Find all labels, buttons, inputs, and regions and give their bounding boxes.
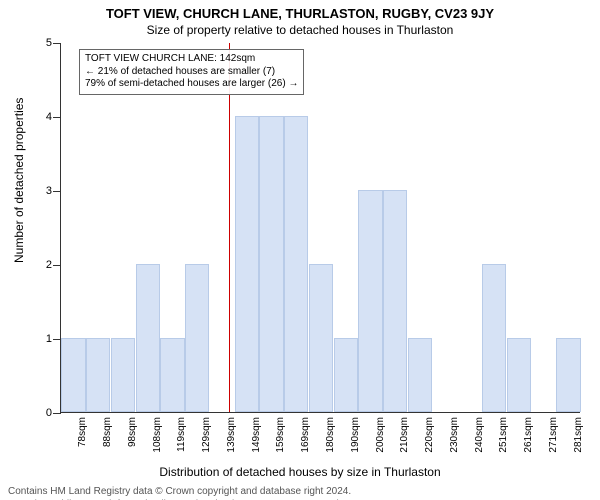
x-tick-label: 129sqm bbox=[201, 417, 212, 453]
bar bbox=[284, 116, 308, 412]
y-tick-label: 3 bbox=[32, 185, 52, 197]
y-tick-label: 5 bbox=[32, 37, 52, 49]
bar bbox=[86, 338, 110, 412]
bar bbox=[160, 338, 184, 412]
bar bbox=[482, 264, 506, 412]
bar bbox=[185, 264, 209, 412]
x-tick-label: 200sqm bbox=[375, 417, 386, 453]
property-marker-line bbox=[229, 43, 230, 412]
x-tick-label: 119sqm bbox=[176, 417, 187, 452]
bar bbox=[358, 190, 382, 412]
annotation-line: TOFT VIEW CHURCH LANE: 142sqm bbox=[85, 53, 298, 66]
x-tick-label: 281sqm bbox=[573, 417, 584, 453]
footer: Contains HM Land Registry data © Crown c… bbox=[8, 485, 592, 500]
x-tick-label: 149sqm bbox=[251, 417, 262, 453]
bar bbox=[507, 338, 531, 412]
plot-region: 78sqm88sqm98sqm108sqm119sqm129sqm139sqm1… bbox=[60, 43, 580, 413]
chart-area: 78sqm88sqm98sqm108sqm119sqm129sqm139sqm1… bbox=[60, 43, 580, 413]
x-tick-label: 220sqm bbox=[424, 417, 435, 453]
y-tick-label: 0 bbox=[32, 407, 52, 419]
annotation-line: 79% of semi-detached houses are larger (… bbox=[85, 78, 298, 91]
y-tick bbox=[53, 117, 61, 118]
annotation-line: ← 21% of detached houses are smaller (7) bbox=[85, 66, 298, 79]
footer-line-1: Contains HM Land Registry data © Crown c… bbox=[8, 485, 592, 498]
y-tick bbox=[53, 191, 61, 192]
annotation-box: TOFT VIEW CHURCH LANE: 142sqm← 21% of de… bbox=[79, 49, 304, 95]
x-tick-label: 139sqm bbox=[226, 417, 237, 453]
x-tick-label: 271sqm bbox=[548, 417, 559, 453]
y-tick-label: 2 bbox=[32, 259, 52, 271]
bar bbox=[136, 264, 160, 412]
bar bbox=[235, 116, 259, 412]
bar bbox=[408, 338, 432, 412]
bar bbox=[334, 338, 358, 412]
y-tick-label: 4 bbox=[32, 111, 52, 123]
x-tick-label: 210sqm bbox=[399, 417, 410, 453]
x-tick-label: 180sqm bbox=[325, 417, 336, 453]
bar bbox=[383, 190, 407, 412]
y-axis-label: Number of detached properties bbox=[12, 98, 26, 263]
x-tick-label: 261sqm bbox=[523, 417, 534, 453]
y-tick bbox=[53, 43, 61, 44]
x-tick-label: 88sqm bbox=[102, 417, 113, 447]
x-axis-label: Distribution of detached houses by size … bbox=[0, 465, 600, 479]
bar bbox=[309, 264, 333, 412]
chart-title: TOFT VIEW, CHURCH LANE, THURLASTON, RUGB… bbox=[0, 6, 600, 21]
x-tick-label: 78sqm bbox=[77, 417, 88, 447]
chart-subtitle: Size of property relative to detached ho… bbox=[0, 23, 600, 37]
y-tick-label: 1 bbox=[32, 333, 52, 345]
y-tick bbox=[53, 265, 61, 266]
y-tick bbox=[53, 413, 61, 414]
x-tick-label: 240sqm bbox=[474, 417, 485, 453]
x-tick-label: 169sqm bbox=[300, 417, 311, 453]
x-tick-label: 108sqm bbox=[152, 417, 163, 453]
bar bbox=[61, 338, 85, 412]
bar bbox=[111, 338, 135, 412]
bar bbox=[259, 116, 283, 412]
bar bbox=[556, 338, 580, 412]
x-tick-label: 251sqm bbox=[498, 417, 509, 453]
y-tick bbox=[53, 339, 61, 340]
x-tick-label: 190sqm bbox=[350, 417, 361, 453]
x-tick-label: 159sqm bbox=[275, 417, 286, 453]
x-tick-label: 230sqm bbox=[449, 417, 460, 453]
x-tick-label: 98sqm bbox=[127, 417, 138, 447]
